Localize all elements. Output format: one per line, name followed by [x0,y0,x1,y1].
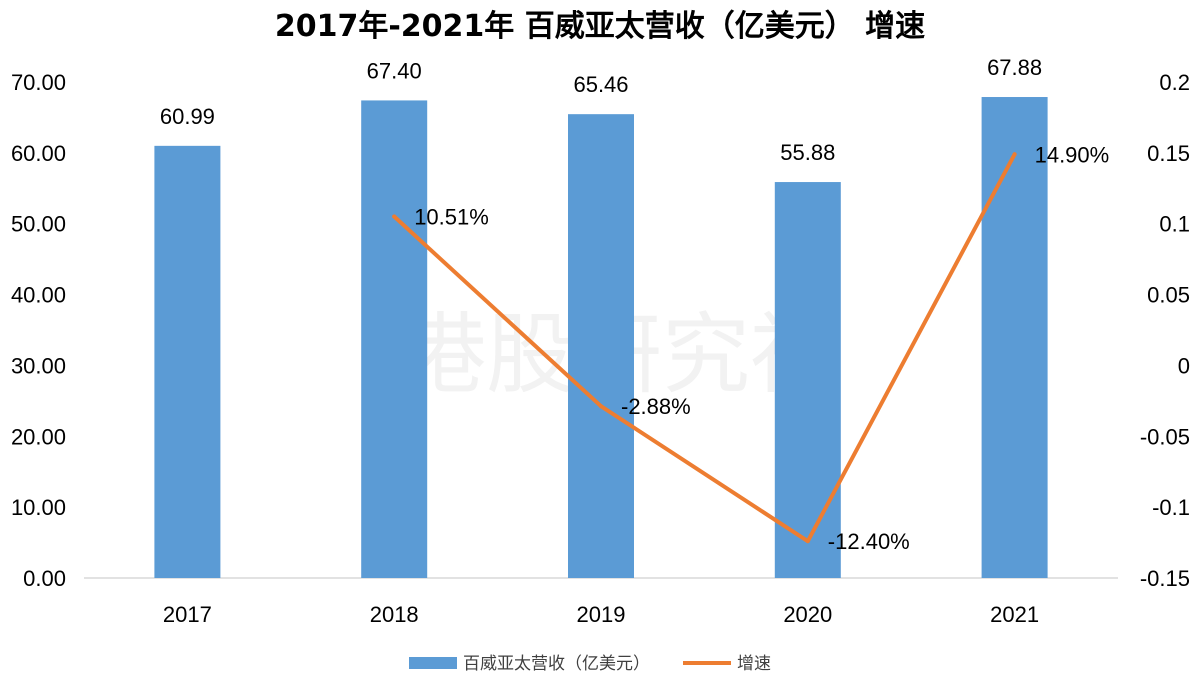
revenue-bar-label: 55.88 [780,140,835,165]
right-axis-tick-label: -0.1 [1152,495,1190,520]
revenue-bar [981,97,1048,578]
right-axis-tick-label: 0.15 [1147,141,1190,166]
legend: 百威亚太营收（亿美元） 增速 [409,654,771,674]
left-y-axis: 0.00 10.00 20.00 30.00 40.00 50.00 60.00 70.00 [11,70,66,591]
growth-line-labels: 10.51% -2.88% -12.40% 14.90% [414,142,1109,554]
revenue-bar-label: 60.99 [160,104,215,129]
right-axis-tick-label: 0 [1178,353,1190,378]
revenue-bar [774,182,841,578]
revenue-bar-label: 65.46 [573,72,628,97]
x-axis: 2017 2018 2019 2020 2021 [84,577,1118,627]
revenue-bar [154,145,221,578]
x-axis-tick-label: 2018 [370,602,419,627]
growth-line-label: 10.51% [414,204,489,229]
chart-title: 2017年-2021年 百威亚太营收（亿美元） 增速 [275,9,925,44]
revenue-bar-label: 67.40 [367,58,422,83]
x-axis-tick-label: 2019 [577,602,626,627]
x-axis-tick-label: 2020 [783,602,832,627]
right-axis-tick-label: -0.15 [1140,566,1190,591]
right-y-axis: -0.15 -0.1 -0.05 0 0.05 0.1 0.15 0.2 [1140,70,1190,591]
revenue-bar-labels: 60.99 67.40 65.46 55.88 67.88 [160,55,1042,165]
left-axis-tick-label: 60.00 [11,141,66,166]
growth-line-point [805,539,810,544]
growth-line [392,152,1017,544]
left-axis-tick-label: 50.00 [11,212,66,237]
right-axis-tick-label: 0.2 [1159,70,1190,95]
legend-label-revenue: 百威亚太营收（亿美元） [463,654,650,674]
right-axis-tick-label: -0.05 [1140,424,1190,449]
growth-line-point [599,404,603,409]
growth-line-point [1012,152,1017,157]
right-axis-tick-label: 0.1 [1159,212,1190,237]
x-axis-tick-label: 2017 [163,602,212,627]
left-axis-tick-label: 10.00 [11,495,66,520]
growth-line-path [392,152,1017,544]
revenue-bar [568,114,634,579]
growth-line-point [392,214,397,219]
revenue-bar-label: 67.88 [987,55,1042,80]
left-axis-tick-label: 0.00 [23,566,66,591]
right-axis-tick-label: 0.05 [1147,283,1190,308]
legend-label-growth: 增速 [737,654,771,674]
revenue-bars [154,97,1048,579]
legend-swatch-revenue [409,657,457,669]
left-axis-tick-label: 30.00 [11,353,66,378]
growth-line-label: 14.90% [1035,142,1110,167]
growth-line-label: -2.88% [621,394,691,419]
left-axis-tick-label: 40.00 [11,283,66,308]
left-axis-tick-label: 70.00 [11,70,66,95]
left-axis-tick-label: 20.00 [11,424,66,449]
growth-line-label: -12.40% [828,529,910,554]
revenue-bar [361,100,428,579]
x-axis-tick-label: 2021 [990,602,1039,627]
